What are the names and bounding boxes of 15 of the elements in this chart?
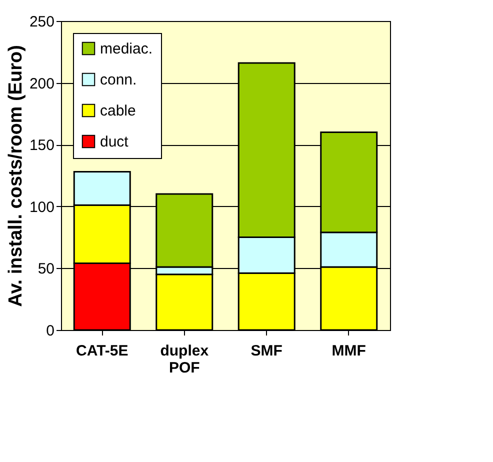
y-tick-label: 200 (29, 75, 54, 92)
y-axis-title: Av. install. costs/room (Euro) (5, 45, 26, 307)
x-tick-label: duplex POF (160, 342, 210, 376)
x-tick-label: SMF (250, 342, 282, 360)
y-tick-label: 250 (29, 14, 54, 30)
legend-label: conn. (100, 72, 137, 88)
y-tick-label: 0 (46, 322, 54, 340)
y-tick-label: 50 (38, 260, 54, 278)
x-tick-label: MMF (332, 342, 366, 360)
y-tick-label: 150 (29, 137, 54, 154)
y-tick-label: 100 (29, 198, 54, 216)
legend-label: cable (100, 102, 136, 120)
legend-label: mediac. (100, 40, 153, 58)
x-tick-label: CAT-5E (76, 342, 128, 360)
legend-label: duct (100, 134, 130, 150)
